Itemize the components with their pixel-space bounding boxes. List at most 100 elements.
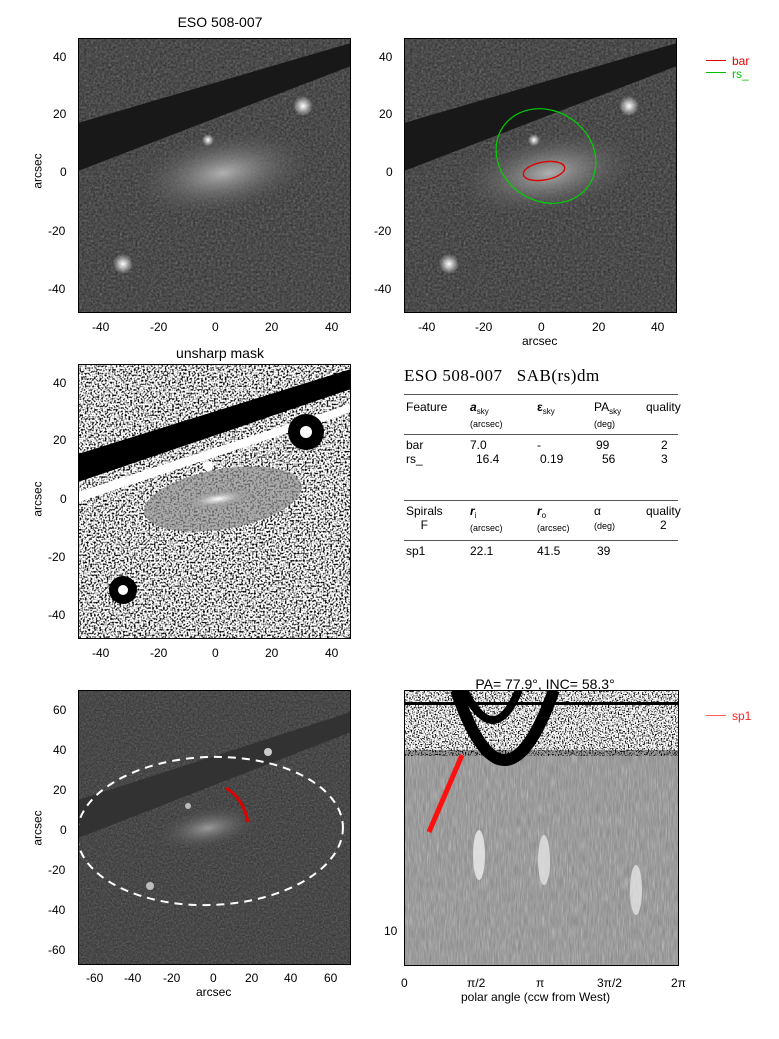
table-heading-name: ESO 508-007 [404,366,503,385]
panel3-xtick: -40 [92,646,110,660]
spiral-ro: 41.5 [537,544,561,558]
panel6-legend-sp1-line [706,715,726,716]
panel5-xtick: -20 [163,971,181,985]
col-pa-header: PAsky (deg) [594,400,622,429]
col-ro-header: ro (arcsec) [537,504,570,533]
galaxy-image-svg [78,38,351,313]
table-rule [404,540,678,541]
panel1-ytick: -40 [48,282,66,296]
feature-a: 7.0 [470,438,487,452]
panel6-polar-image [404,690,679,966]
panel1-ytick: -20 [48,224,66,238]
panel2-galaxy-image [404,38,677,313]
panel5-xtick: 40 [284,971,298,985]
panel6-ytick: 10 [384,924,398,938]
spiral-name: sp1 [406,544,426,558]
panel3-ytick: -20 [48,550,66,564]
panel6-xlabel: polar angle (ccw from West) [461,990,611,1004]
panel5-galaxy-image [78,690,351,965]
panel2-legend-bar-line [706,60,726,61]
table-heading: ESO 508-007 SAB(rs)dm [404,366,600,386]
panel3-ylabel: arcsec [30,481,45,517]
galaxy-image-svg [78,690,351,965]
panel5-xtick: 0 [210,971,217,985]
panel5-ytick: 0 [60,823,67,837]
panel1-ytick: 0 [60,165,67,179]
panel5-xtick: -60 [86,971,104,985]
panel1-xtick: 0 [212,320,219,334]
panel2-ytick: -40 [374,282,392,296]
col-spiral-quality-header: quality 2 [646,504,681,532]
feature-eps: 0.19 [540,452,564,466]
feature-name: rs_ [406,452,423,466]
table-rule [404,394,678,395]
sp1-arc [225,786,250,823]
table-rule [404,434,678,435]
panel2-xtick: 0 [538,320,545,334]
col-quality-header: quality [646,400,681,414]
col-ri-header: ri (arcsec) [470,504,503,533]
panel1-xtick: 20 [265,320,279,334]
table-heading-class: SAB(rs)dm [516,366,600,385]
panel2-xtick: 40 [651,320,665,334]
panel2-xtick: -40 [418,320,436,334]
panel5-ytick: -60 [48,943,66,957]
panel3-xtick: 40 [325,646,339,660]
feature-name: bar [406,438,424,452]
panel2-xlabel: arcsec [522,334,558,348]
panel2-ytick: 20 [379,107,393,121]
panel5-xtick: -40 [124,971,142,985]
panel5-ytick: 60 [53,703,67,717]
panel5-xtick: 20 [245,971,259,985]
spiral-ri: 22.1 [470,544,494,558]
panel3-xtick: -20 [150,646,168,660]
table-rule [404,500,678,501]
feature-quality: 2 [661,438,668,452]
panel6-xtick: 3π/2 [597,976,622,990]
panel6-title: PA= 77.9°, INC= 58.3° [475,676,615,692]
feature-quality: 3 [661,452,668,466]
panel6-xtick: 2π [671,976,686,990]
feature-eps: - [537,438,541,452]
panel6-xtick: π [536,976,545,990]
unsharp-image-svg [78,364,351,639]
panel3-ytick: 20 [53,433,67,447]
rs-ellipse [495,108,597,204]
panel1-ytick: 40 [53,50,67,64]
panel1-xtick: -20 [150,320,168,334]
panel2-xtick: 20 [592,320,606,334]
panel3-ytick: 40 [53,376,67,390]
panel1-galaxy-image [78,38,351,313]
panel3-xtick: 20 [265,646,279,660]
panel5-xlabel: arcsec [196,985,232,999]
panel3-unsharp-image [78,364,351,639]
panel3-title: unsharp mask [176,345,264,361]
panel2-ytick: 0 [386,165,393,179]
panel1-ytick: 20 [53,107,67,121]
spiral-alpha: 39 [597,544,611,558]
col-eps-header: εsky [537,400,555,416]
panel1-title: ESO 508-007 [177,14,263,30]
panel2-ytick: 40 [379,50,393,64]
col-spirals-header: Spirals F [406,504,443,532]
panel2-legend-rs-line [706,72,726,73]
panel5-ytick: -40 [48,903,66,917]
panel5-ylabel: arcsec [30,810,45,846]
panel2-xtick: -20 [475,320,493,334]
feature-a: 16.4 [476,452,500,466]
panel1-ylabel: arcsec [30,153,45,189]
panel2-legend-rs-label: rs_ [732,67,749,81]
polar-v-feature [460,690,523,724]
panel2-ytick: -20 [374,224,392,238]
col-alpha-header: α (deg) [594,504,616,531]
panel5-ytick: 20 [53,783,67,797]
panel1-xtick: -40 [92,320,110,334]
col-feature-header: Feature [406,400,448,414]
panel5-ytick: -20 [48,863,66,877]
panel5-xtick: 60 [324,971,338,985]
polar-image-svg [404,690,679,966]
polar-v-feature [450,690,560,766]
feature-table: ESO 508-007 SAB(rs)dm Feature asky (arcse… [404,366,681,566]
col-a-header: asky (arcsec) [470,400,503,429]
panel1-xtick: 40 [325,320,339,334]
